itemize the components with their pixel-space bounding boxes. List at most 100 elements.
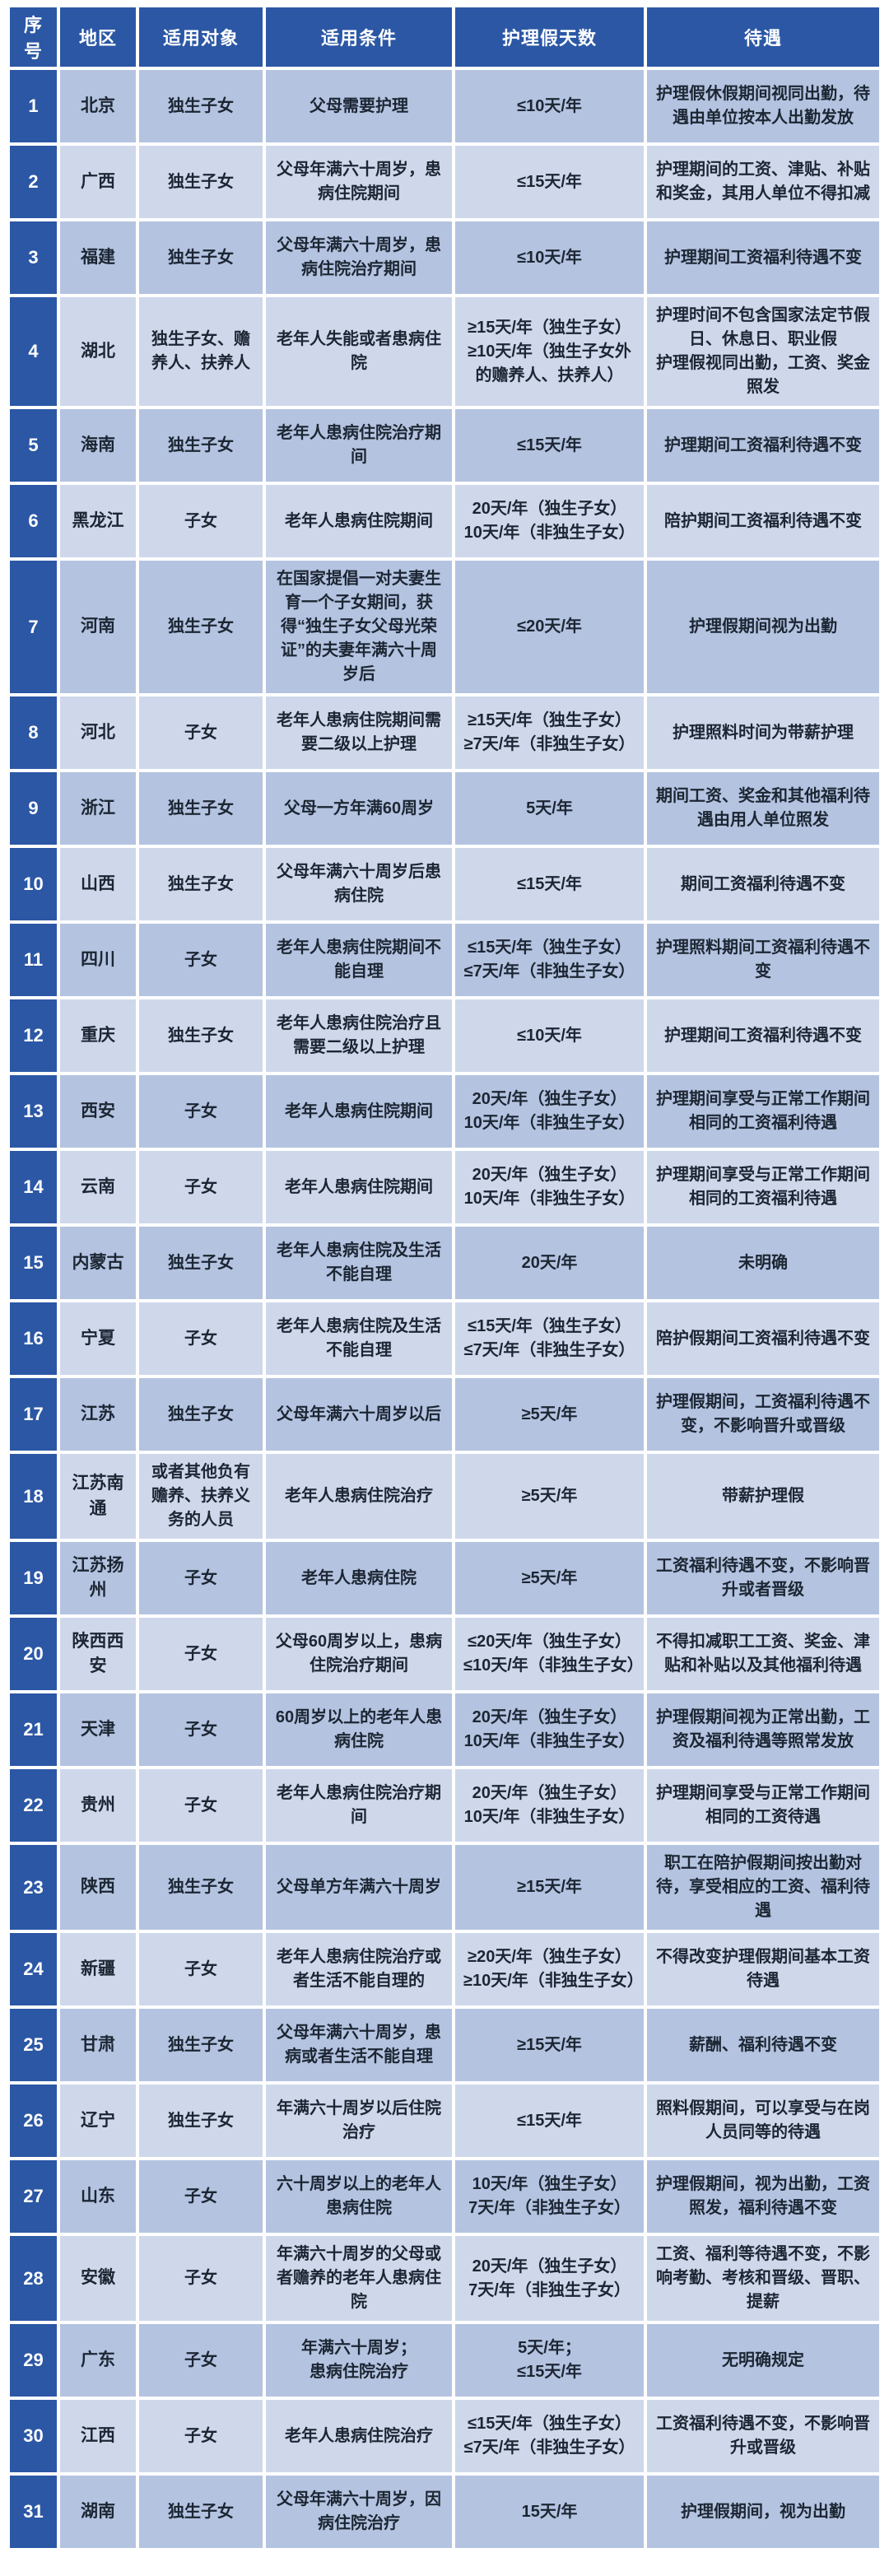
target-cell: 独生子女 bbox=[139, 1378, 263, 1451]
target-cell: 子女 bbox=[139, 1542, 263, 1614]
benefit-cell: 无明确规定 bbox=[647, 2324, 879, 2397]
row-index-cell: 28 bbox=[10, 2236, 57, 2321]
benefit-cell: 不得扣减职工工资、奖金、津贴和补贴以及其他福利待遇 bbox=[647, 1618, 879, 1690]
condition-cell: 父母年满六十周岁以后 bbox=[266, 1378, 452, 1451]
table-row: 12 重庆 独生子女 老年人患病住院治疗且需要二级以上护理 ≤10天/年 护理期间工资福利… bbox=[10, 999, 879, 1072]
row-index-cell: 27 bbox=[10, 2160, 57, 2233]
days-cell: ≥5天/年 bbox=[455, 1454, 644, 1539]
column-header-target: 适用对象 bbox=[139, 7, 263, 67]
target-cell: 子女 bbox=[139, 1933, 263, 2005]
target-cell: 独生子女 bbox=[139, 146, 263, 218]
days-cell: ≥5天/年 bbox=[455, 1542, 644, 1614]
column-header-region: 地区 bbox=[60, 7, 136, 67]
condition-cell: 六十周岁以上的老年人患病住院 bbox=[266, 2160, 452, 2233]
condition-cell: 父母年满六十周岁，因病住院治疗 bbox=[266, 2476, 452, 2548]
region-cell: 陕西西安 bbox=[60, 1618, 136, 1690]
region-cell: 福建 bbox=[60, 221, 136, 294]
table-row: 29 广东 子女 年满六十周岁； 患病住院治疗 5天/年； ≤15天/年 无明确规定 bbox=[10, 2324, 879, 2397]
target-cell: 子女 bbox=[139, 696, 263, 769]
condition-cell: 年满六十周岁的父母或者赡养的老年人患病住院 bbox=[266, 2236, 452, 2321]
days-cell: 20天/年（独生子女） 10天/年（非独生子女） bbox=[455, 1075, 644, 1148]
row-index-cell: 31 bbox=[10, 2476, 57, 2548]
region-cell: 江苏南通 bbox=[60, 1454, 136, 1539]
days-cell: 20天/年（独生子女） 10天/年（非独生子女） bbox=[455, 1151, 644, 1223]
row-index-cell: 18 bbox=[10, 1454, 57, 1539]
region-cell: 江苏扬州 bbox=[60, 1542, 136, 1614]
row-index-cell: 16 bbox=[10, 1302, 57, 1375]
condition-cell: 父母年满六十周岁，患病或者生活不能自理 bbox=[266, 2009, 452, 2081]
region-cell: 天津 bbox=[60, 1693, 136, 1766]
region-cell: 内蒙古 bbox=[60, 1227, 136, 1299]
region-cell: 河北 bbox=[60, 696, 136, 769]
benefit-cell: 带薪护理假 bbox=[647, 1454, 879, 1539]
table-row: 27 山东 子女 六十周岁以上的老年人患病住院 10天/年（独生子女） 7天/年（非独生… bbox=[10, 2160, 879, 2233]
table-row: 5 海南 独生子女 老年人患病住院治疗期间 ≤15天/年 护理期间工资福利待遇不变 bbox=[10, 409, 879, 482]
target-cell: 独生子女 bbox=[139, 1845, 263, 1930]
row-index-cell: 22 bbox=[10, 1769, 57, 1842]
days-cell: ≤15天/年（独生子女） ≤7天/年（非独生子女） bbox=[455, 924, 644, 996]
row-index-cell: 14 bbox=[10, 1151, 57, 1223]
region-cell: 重庆 bbox=[60, 999, 136, 1072]
benefit-cell: 护理假休假期间视同出勤，待遇由单位按本人出勤发放 bbox=[647, 70, 879, 142]
table-row: 3 福建 独生子女 父母年满六十周岁，患病住院治疗期间 ≤10天/年 护理期间工资福利待遇… bbox=[10, 221, 879, 294]
region-cell: 江西 bbox=[60, 2400, 136, 2472]
region-cell: 广西 bbox=[60, 146, 136, 218]
days-cell: 15天/年 bbox=[455, 2476, 644, 2548]
target-cell: 子女 bbox=[139, 485, 263, 557]
table-row: 7 河南 独生子女 在国家提倡一对夫妻生育一个子女期间，获得“独生子女父母光荣证”的夫… bbox=[10, 561, 879, 693]
days-cell: ≤20天/年（独生子女） ≤10天/年（非独生子女） bbox=[455, 1618, 644, 1690]
condition-cell: 老年人患病住院治疗 bbox=[266, 1454, 452, 1539]
condition-cell: 父母一方年满60周岁 bbox=[266, 772, 452, 845]
region-cell: 陕西 bbox=[60, 1845, 136, 1930]
days-cell: 20天/年（独生子女） 10天/年（非独生子女） bbox=[455, 1769, 644, 1842]
days-cell: ≤15天/年 bbox=[455, 409, 644, 482]
target-cell: 独生子女 bbox=[139, 1227, 263, 1299]
table-row: 28 安徽 子女 年满六十周岁的父母或者赡养的老年人患病住院 20天/年（独生子女） 7… bbox=[10, 2236, 879, 2321]
table-row: 24 新疆 子女 老年人患病住院治疗或者生活不能自理的 ≥20天/年（独生子女） ≥10… bbox=[10, 1933, 879, 2005]
column-header-index: 序号 bbox=[10, 7, 57, 67]
region-cell: 安徽 bbox=[60, 2236, 136, 2321]
row-index-cell: 25 bbox=[10, 2009, 57, 2081]
target-cell: 独生子女 bbox=[139, 848, 263, 920]
region-cell: 宁夏 bbox=[60, 1302, 136, 1375]
days-cell: ≥15天/年 bbox=[455, 2009, 644, 2081]
condition-cell: 老年人患病住院治疗期间 bbox=[266, 409, 452, 482]
target-cell: 独生子女、赡养人、扶养人 bbox=[139, 297, 263, 406]
benefit-cell: 护理期间工资福利待遇不变 bbox=[647, 221, 879, 294]
days-cell: ≥15天/年（独生子女） ≥10天/年（独生子女外的赡养人、扶养人） bbox=[455, 297, 644, 406]
region-cell: 海南 bbox=[60, 409, 136, 482]
table-row: 20 陕西西安 子女 父母60周岁以上，患病住院治疗期间 ≤20天/年（独生子女） ≤1… bbox=[10, 1618, 879, 1690]
table-row: 1 北京 独生子女 父母需要护理 ≤10天/年 护理假休假期间视同出勤，待遇由单位按本人出… bbox=[10, 70, 879, 142]
row-index-cell: 20 bbox=[10, 1618, 57, 1690]
days-cell: ≤10天/年 bbox=[455, 221, 644, 294]
days-cell: ≥20天/年（独生子女） ≥10天/年（非独生子女） bbox=[455, 1933, 644, 2005]
days-cell: ≤15天/年 bbox=[455, 146, 644, 218]
days-cell: ≤15天/年（独生子女） ≤7天/年（非独生子女） bbox=[455, 2400, 644, 2472]
table-row: 18 江苏南通 或者其他负有赡养、扶养义务的人员 老年人患病住院治疗 ≥5天/年 带薪护理… bbox=[10, 1454, 879, 1539]
target-cell: 子女 bbox=[139, 2236, 263, 2321]
target-cell: 或者其他负有赡养、扶养义务的人员 bbox=[139, 1454, 263, 1539]
row-index-cell: 19 bbox=[10, 1542, 57, 1614]
region-cell: 浙江 bbox=[60, 772, 136, 845]
row-index-cell: 15 bbox=[10, 1227, 57, 1299]
table-row: 31 湖南 独生子女 父母年满六十周岁，因病住院治疗 15天/年 护理假期间，视为出勤 bbox=[10, 2476, 879, 2548]
condition-cell: 老年人患病住院治疗或者生活不能自理的 bbox=[266, 1933, 452, 2005]
row-index-cell: 13 bbox=[10, 1075, 57, 1148]
condition-cell: 老年人患病住院期间需要二级以上护理 bbox=[266, 696, 452, 769]
benefit-cell: 工资、福利等待遇不变，不影响考勤、考核和晋级、晋职、提薪 bbox=[647, 2236, 879, 2321]
table-row: 9 浙江 独生子女 父母一方年满60周岁 5天/年 期间工资、奖金和其他福利待遇由用人单位… bbox=[10, 772, 879, 845]
benefit-cell: 护理照料期间工资福利待遇不变 bbox=[647, 924, 879, 996]
row-index-cell: 17 bbox=[10, 1378, 57, 1451]
target-cell: 独生子女 bbox=[139, 2476, 263, 2548]
target-cell: 子女 bbox=[139, 2324, 263, 2397]
condition-cell: 父母60周岁以上，患病住院治疗期间 bbox=[266, 1618, 452, 1690]
benefit-cell: 护理照料时间为带薪护理 bbox=[647, 696, 879, 769]
benefit-cell: 护理假期间，视为出勤，工资照发，福利待遇不变 bbox=[647, 2160, 879, 2233]
table-row: 13 西安 子女 老年人患病住院期间 20天/年（独生子女） 10天/年（非独生子女）护… bbox=[10, 1075, 879, 1148]
row-index-cell: 3 bbox=[10, 221, 57, 294]
benefit-cell: 护理假期间视为正常出勤，工资及福利待遇等照常发放 bbox=[647, 1693, 879, 1766]
days-cell: ≤15天/年 bbox=[455, 2085, 644, 2157]
region-cell: 山东 bbox=[60, 2160, 136, 2233]
target-cell: 独生子女 bbox=[139, 2085, 263, 2157]
